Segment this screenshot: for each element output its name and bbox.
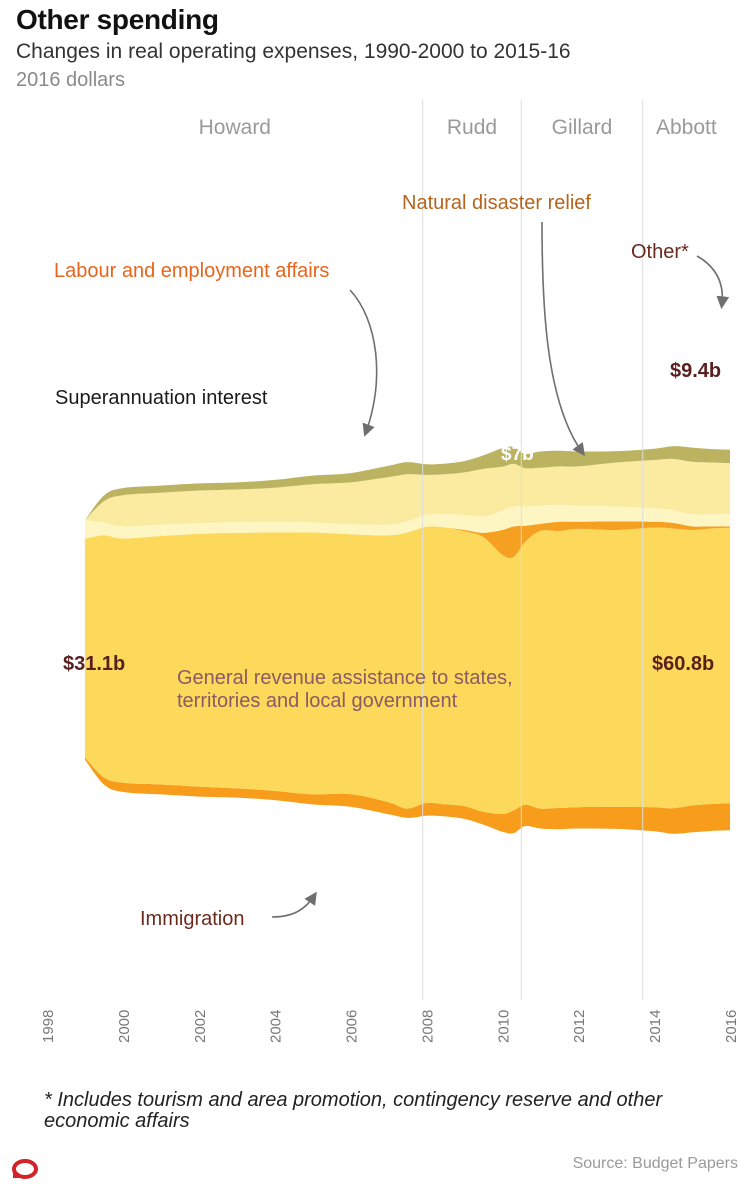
era-label-howard: Howard xyxy=(199,116,271,139)
publisher-logo-icon xyxy=(12,1159,38,1179)
general-annotation-line2: territories and local government xyxy=(177,690,458,712)
disaster-annotation: Natural disaster relief xyxy=(402,192,591,214)
area-super xyxy=(84,458,730,527)
x-tick-label: 2012 xyxy=(571,1010,588,1043)
area-disaster xyxy=(84,521,730,559)
era-label-abbott: Abbott xyxy=(656,116,717,139)
labour-arrow xyxy=(349,289,378,437)
x-tick-label: 2004 xyxy=(268,1010,285,1043)
footnote: * Includes tourism and area promotion, c… xyxy=(44,1089,663,1132)
immigration-arrow xyxy=(271,891,317,918)
area-general xyxy=(84,526,730,815)
x-tick-label: 2000 xyxy=(116,1010,133,1043)
area-labour xyxy=(84,504,730,539)
era-labels: Howard Rudd Gillard Abbott xyxy=(199,116,717,139)
area-immigration xyxy=(84,757,730,834)
area-other xyxy=(84,446,730,521)
value-label-other-end: $9.4b xyxy=(670,360,721,382)
x-tick-label: 2016 xyxy=(723,1010,740,1043)
x-tick-label: 2002 xyxy=(192,1010,209,1043)
x-axis-ticks: 1998 2000 2002 2004 2006 2008 2010 2012 2014 2016 xyxy=(40,1010,740,1043)
other-arrow xyxy=(696,255,730,310)
value-label-disaster-peak: $7b xyxy=(501,444,534,465)
x-tick-label: 2008 xyxy=(419,1010,436,1043)
x-tick-label: 1998 xyxy=(40,1010,57,1043)
era-label-gillard: Gillard xyxy=(552,116,613,139)
labour-annotation: Labour and employment affairs xyxy=(54,260,329,282)
value-label-immigration-end: $3.8b xyxy=(666,911,715,932)
x-tick-label: 2010 xyxy=(495,1010,512,1043)
disaster-arrow xyxy=(541,221,585,457)
era-label-rudd: Rudd xyxy=(447,116,497,139)
general-annotation-line1: General revenue assistance to states, xyxy=(177,667,513,689)
value-label-end-total: $60.8b xyxy=(652,653,714,675)
streamgraph-chart: Howard Rudd Gillard Abbott 1998 2000 2002 2004… xyxy=(40,100,740,1043)
super-annotation: Superannuation interest xyxy=(55,387,268,409)
value-label-start-total: $31.1b xyxy=(63,653,125,675)
chart-subtitle: Changes in real operating expenses, 1990… xyxy=(16,40,571,63)
era-dividers xyxy=(422,100,644,1000)
chart-title: Other spending xyxy=(16,4,219,35)
x-tick-label: 2014 xyxy=(647,1010,664,1043)
area-layers xyxy=(84,446,730,834)
immigration-annotation: Immigration xyxy=(140,908,244,930)
source-note: Source: Budget Papers xyxy=(572,1155,738,1172)
chart-units: 2016 dollars xyxy=(16,69,125,91)
x-tick-label: 2006 xyxy=(344,1010,361,1043)
other-annotation: Other* xyxy=(631,241,689,263)
